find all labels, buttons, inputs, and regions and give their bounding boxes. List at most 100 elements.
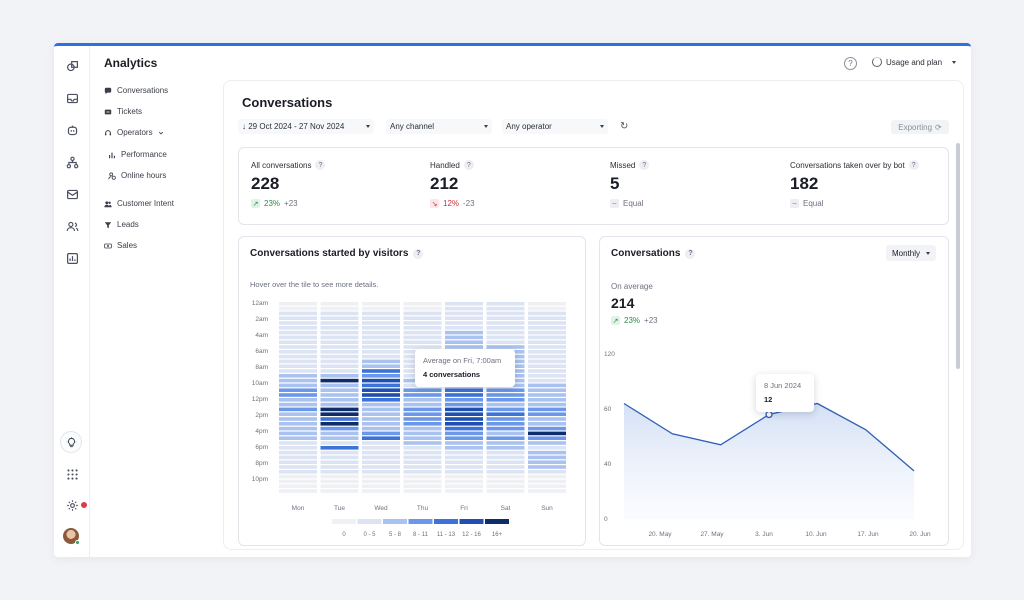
heatmap-cell [486, 436, 525, 440]
heatmap-cell [362, 364, 400, 368]
heatmap-cell [362, 436, 400, 440]
heatmap-cell [528, 402, 566, 407]
heatmap-cell [445, 340, 483, 344]
chevron-down-icon [600, 125, 604, 128]
heatmap-cell [403, 388, 442, 392]
y-tick-label: 0 [604, 516, 608, 523]
mail-icon[interactable] [64, 186, 80, 202]
date-range-select[interactable]: ↓ 29 Oct 2024 - 27 Nov 2024 [238, 119, 374, 134]
help-icon[interactable]: ? [844, 57, 857, 70]
heatmap-cell [362, 383, 400, 388]
reports-icon[interactable] [64, 250, 80, 266]
heatmap-cell [486, 412, 525, 416]
heatmap-cell [403, 455, 442, 460]
x-tick-label: 20. May [648, 531, 672, 538]
x-tick-label: 10. Jun [805, 531, 827, 538]
chat-bubble-icon [104, 87, 112, 94]
heatmap-cell [362, 417, 400, 421]
inbox-icon[interactable] [64, 90, 80, 106]
heatmap-y-tick: 2pm [255, 412, 268, 419]
heatmap-cell [528, 474, 566, 479]
heatmap-cell [279, 431, 317, 436]
heatmap-cell [279, 345, 317, 349]
heatmap-cell [279, 450, 317, 455]
stat-value: 5 [610, 174, 620, 193]
sidebar-item-operators[interactable]: Operators [104, 128, 164, 137]
heatmap-cell [320, 489, 359, 493]
people-icon [104, 200, 112, 207]
heatmap-cell [486, 441, 525, 445]
heatmap-cell [279, 446, 317, 450]
heatmap-cell [445, 330, 483, 335]
apps-grid-icon[interactable] [64, 466, 80, 482]
heatmap-cell [279, 302, 317, 306]
help-icon[interactable]: ? [685, 248, 696, 259]
heatmap-y-tick: 8pm [255, 460, 268, 467]
line-chart[interactable]: 0 40 60 120 20. May 27. May 3. Jun 10. Jun 17. J… [600, 237, 950, 547]
lightbulb-icon[interactable] [60, 431, 82, 453]
heatmap-cell [279, 402, 317, 407]
help-icon[interactable]: ? [908, 160, 919, 170]
sidebar-item-label: Leads [117, 220, 139, 229]
sidebar-item-conversations[interactable]: Conversations [104, 86, 168, 95]
heatmap-cell [528, 436, 566, 440]
heatmap-cell [445, 402, 483, 407]
heatmap-cell [403, 335, 442, 340]
sidebar-item-customer-intent[interactable]: Customer Intent [104, 199, 174, 208]
sidebar-item-online-hours[interactable]: Online hours [108, 171, 166, 180]
heatmap-cell [320, 321, 359, 325]
operator-select[interactable]: Any operator [502, 119, 608, 134]
stat-pct: 12% [443, 199, 460, 208]
heatmap-cell [403, 489, 442, 493]
heatmap-cell [320, 446, 359, 450]
heatmap-chart[interactable]: 12am 2am 4am 6am 8am 10am 12pm 2pm 4pm 6pm 8pm 10pm… [239, 292, 587, 547]
export-button[interactable]: Exporting ⟳ [891, 120, 949, 134]
contacts-icon[interactable] [64, 218, 80, 234]
main-panel: Conversations ↓ 29 Oct 2024 - 27 Nov 202… [223, 80, 964, 550]
help-icon[interactable]: ? [413, 248, 424, 259]
heatmap-cell [486, 484, 525, 488]
heatmap-cell [320, 302, 359, 306]
heatmap-cell [528, 465, 566, 469]
channel-select[interactable]: Any channel [386, 119, 492, 134]
heatmap-cell [486, 465, 525, 469]
heatmap-cell [403, 470, 442, 474]
heatmap-cell [528, 321, 566, 325]
heatmap-cell [279, 378, 317, 383]
stat-label: All conversations [251, 160, 312, 170]
sidebar-item-label: Sales [117, 241, 138, 250]
usage-and-plan-button[interactable]: Usage and plan [872, 57, 957, 67]
help-icon[interactable]: ? [463, 160, 474, 170]
heatmap-cell [445, 450, 483, 455]
refresh-icon[interactable]: ↻ [620, 121, 629, 132]
heatmap-cell [528, 302, 566, 306]
sidebar-item-sales[interactable]: Sales [104, 241, 137, 250]
stat-label: Conversations taken over by bot [790, 160, 905, 170]
help-icon[interactable]: ? [639, 160, 650, 170]
heatmap-cell [528, 470, 566, 474]
sidebar-item-tickets[interactable]: Tickets [104, 107, 142, 116]
shapes-icon[interactable] [64, 58, 80, 74]
heatmap-cell [320, 330, 359, 335]
help-icon[interactable]: ? [315, 160, 326, 170]
heatmap-cell [362, 321, 400, 325]
trend-up-icon: ↗ [251, 199, 260, 208]
gear-icon[interactable] [64, 497, 80, 513]
bot-icon[interactable] [64, 122, 80, 138]
heatmap-cell [279, 326, 317, 330]
period-select[interactable]: Monthly [885, 245, 936, 261]
sidebar-item-leads[interactable]: Leads [104, 220, 139, 229]
heatmap-cell [486, 345, 525, 349]
y-tick-label: 120 [604, 351, 615, 358]
sidebar-item-performance[interactable]: Performance [108, 150, 167, 159]
heatmap-cell [445, 302, 483, 306]
heatmap-cell [403, 484, 442, 488]
org-chart-icon[interactable] [64, 154, 80, 170]
vertical-scrollbar[interactable] [956, 143, 960, 369]
stat-missed: Missed? 5 – Equal [610, 160, 650, 208]
heatmap-cell [362, 455, 400, 460]
legend-swatch [357, 519, 382, 524]
legend-label: 11 - 13 [437, 532, 456, 538]
heatmap-cell [528, 441, 566, 445]
legend-label: 5 - 8 [389, 532, 402, 538]
